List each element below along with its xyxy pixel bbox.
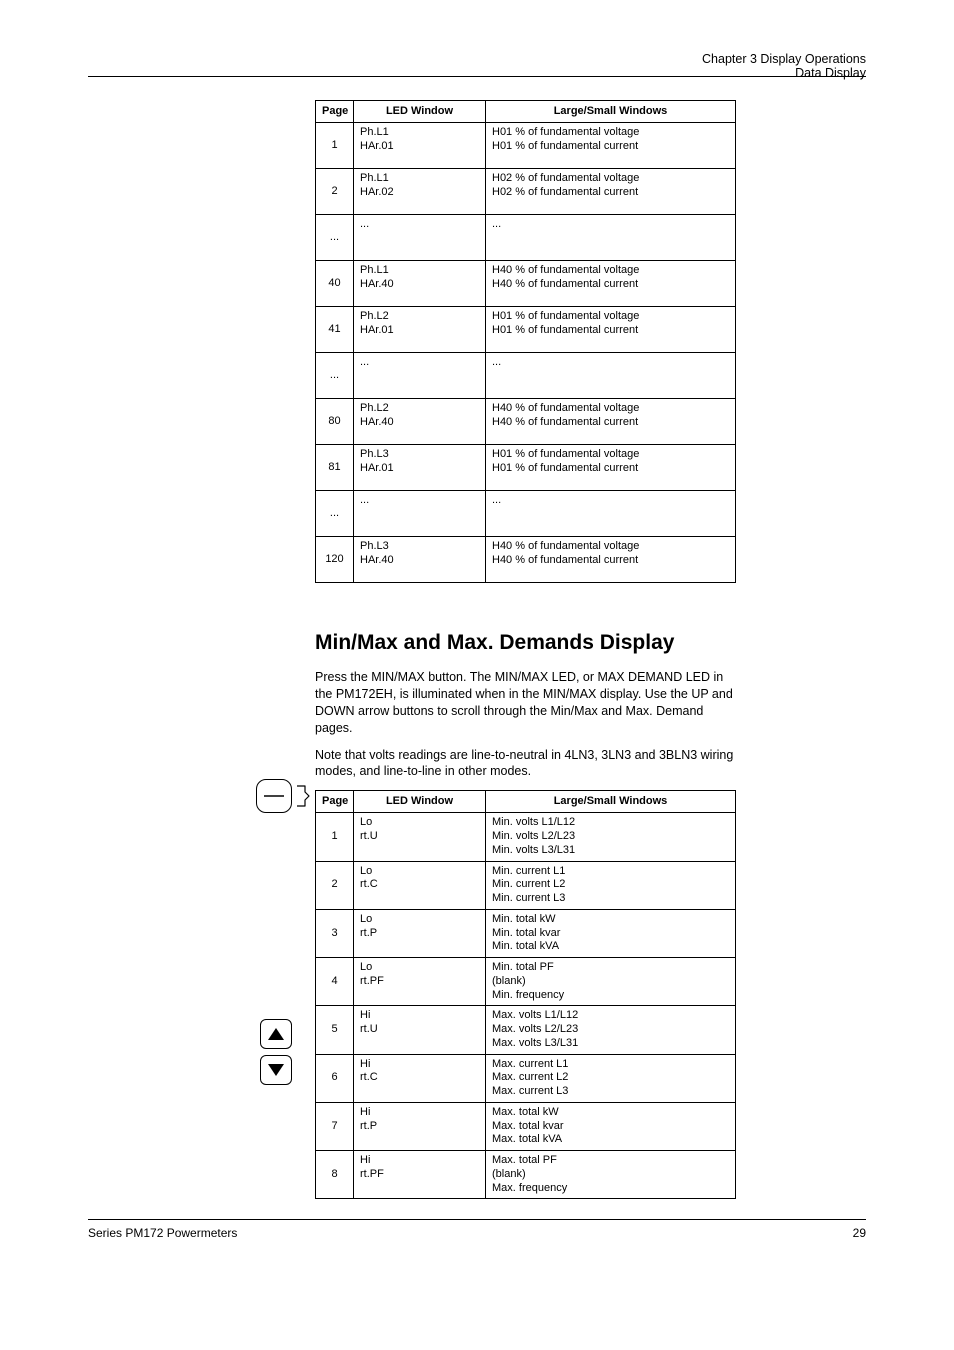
cell-led: Lort.C xyxy=(354,861,486,909)
cell-large: Max. volts L1/L12Max. volts L2/L23Max. v… xyxy=(486,1006,736,1054)
cell-large: H40 % of fundamental voltageH40 % of fun… xyxy=(486,261,736,307)
up-arrow-icon xyxy=(260,1019,292,1049)
cell-led: Ph.L1HAr.02 xyxy=(354,169,486,215)
cell-page: 7 xyxy=(316,1102,354,1150)
cell-page: ... xyxy=(316,215,354,261)
paragraph-2: Note that volts readings are line-to-neu… xyxy=(315,747,735,781)
cell-led: Ph.L1HAr.01 xyxy=(354,123,486,169)
cell-page: 8 xyxy=(316,1151,354,1199)
cell-led: Hirt.P xyxy=(354,1102,486,1150)
th-large: Large/Small Windows xyxy=(486,791,736,813)
table-row: 4Lort.PFMin. total PF(blank)Min. frequen… xyxy=(316,958,736,1006)
cell-large: Max. total PF(blank)Max. frequency xyxy=(486,1151,736,1199)
down-arrow-icon xyxy=(260,1055,292,1085)
cell-led: Ph.L2HAr.01 xyxy=(354,307,486,353)
paragraph-1: Press the MIN/MAX button. The MIN/MAX LE… xyxy=(315,669,735,737)
th-page: Page xyxy=(316,791,354,813)
cell-page: 81 xyxy=(316,445,354,491)
header-section: Data Display xyxy=(795,66,866,80)
cell-led: Ph.L1HAr.40 xyxy=(354,261,486,307)
section-heading: Min/Max and Max. Demands Display xyxy=(315,631,735,655)
cell-page: 2 xyxy=(316,861,354,909)
th-led: LED Window xyxy=(354,791,486,813)
cell-large: H02 % of fundamental voltageH02 % of fun… xyxy=(486,169,736,215)
cell-page: 1 xyxy=(316,813,354,861)
footer-left: Series PM172 Powermeters xyxy=(88,1226,237,1240)
table-row: 41Ph.L2HAr.01H01 % of fundamental voltag… xyxy=(316,307,736,353)
cell-led: Lort.U xyxy=(354,813,486,861)
table-row: 81Ph.L3HAr.01H01 % of fundamental voltag… xyxy=(316,445,736,491)
cell-large: Max. current L1Max. current L2Max. curre… xyxy=(486,1054,736,1102)
cell-page: 6 xyxy=(316,1054,354,1102)
header-chapter: Chapter 3 Display Operations xyxy=(702,52,866,66)
cell-large: Max. total kWMax. total kvarMax. total k… xyxy=(486,1102,736,1150)
cell-large: Min. current L1Min. current L2Min. curre… xyxy=(486,861,736,909)
cell-large: ... xyxy=(486,491,736,537)
cell-page: 41 xyxy=(316,307,354,353)
table-row: 120Ph.L3HAr.40H40 % of fundamental volta… xyxy=(316,537,736,583)
cell-large: H40 % of fundamental voltageH40 % of fun… xyxy=(486,399,736,445)
table-row: 1Lort.UMin. volts L1/L12Min. volts L2/L2… xyxy=(316,813,736,861)
cell-led: Hirt.C xyxy=(354,1054,486,1102)
cell-led: ... xyxy=(354,491,486,537)
table-row: 2Ph.L1HAr.02H02 % of fundamental voltage… xyxy=(316,169,736,215)
harmonics-table: Page LED Window Large/Small Windows 1Ph.… xyxy=(315,100,736,583)
th-led: LED Window xyxy=(354,101,486,123)
cell-large: H01 % of fundamental voltageH01 % of fun… xyxy=(486,123,736,169)
cell-led: Hirt.U xyxy=(354,1006,486,1054)
table-row: 2Lort.CMin. current L1Min. current L2Min… xyxy=(316,861,736,909)
th-large: Large/Small Windows xyxy=(486,101,736,123)
header-rule xyxy=(88,76,866,77)
table-row: 7Hirt.PMax. total kWMax. total kvarMax. … xyxy=(316,1102,736,1150)
cell-large: ... xyxy=(486,353,736,399)
table-row: 8Hirt.PFMax. total PF(blank)Max. frequen… xyxy=(316,1151,736,1199)
cell-page: 1 xyxy=(316,123,354,169)
cell-led: ... xyxy=(354,215,486,261)
cell-page: ... xyxy=(316,491,354,537)
cell-large: H01 % of fundamental voltageH01 % of fun… xyxy=(486,307,736,353)
table-row: 40Ph.L1HAr.40H40 % of fundamental voltag… xyxy=(316,261,736,307)
footer-page-number: 29 xyxy=(853,1226,866,1240)
cell-led: Ph.L3HAr.40 xyxy=(354,537,486,583)
cell-page: 4 xyxy=(316,958,354,1006)
cell-led: Hirt.PF xyxy=(354,1151,486,1199)
cell-led: Ph.L3HAr.01 xyxy=(354,445,486,491)
cell-led: Lort.PF xyxy=(354,958,486,1006)
cell-large: H01 % of fundamental voltageH01 % of fun… xyxy=(486,445,736,491)
minmax-table: Page LED Window Large/Small Windows 1Lor… xyxy=(315,790,736,1199)
cell-page: 3 xyxy=(316,909,354,957)
table-row: 1Ph.L1HAr.01H01 % of fundamental voltage… xyxy=(316,123,736,169)
cell-led: ... xyxy=(354,353,486,399)
table-row: ......... xyxy=(316,353,736,399)
cell-led: Lort.P xyxy=(354,909,486,957)
table-row: 80Ph.L2HAr.40H40 % of fundamental voltag… xyxy=(316,399,736,445)
scroll-buttons-icon xyxy=(260,1019,294,1091)
cell-large: ... xyxy=(486,215,736,261)
cell-page: 5 xyxy=(316,1006,354,1054)
table-row: 6Hirt.CMax. current L1Max. current L2Max… xyxy=(316,1054,736,1102)
table-row: 5Hirt.UMax. volts L1/L12Max. volts L2/L2… xyxy=(316,1006,736,1054)
cell-led: Ph.L2HAr.40 xyxy=(354,399,486,445)
th-page: Page xyxy=(316,101,354,123)
table-row: ......... xyxy=(316,491,736,537)
cell-page: 40 xyxy=(316,261,354,307)
minmax-button-icon xyxy=(256,779,294,815)
cell-page: ... xyxy=(316,353,354,399)
footer-rule xyxy=(88,1219,866,1220)
table-row: ......... xyxy=(316,215,736,261)
cell-page: 80 xyxy=(316,399,354,445)
cell-large: Min. total kWMin. total kvarMin. total k… xyxy=(486,909,736,957)
table-row: 3Lort.PMin. total kWMin. total kvarMin. … xyxy=(316,909,736,957)
cell-large: Min. total PF(blank)Min. frequency xyxy=(486,958,736,1006)
cell-page: 120 xyxy=(316,537,354,583)
cell-large: Min. volts L1/L12Min. volts L2/L23Min. v… xyxy=(486,813,736,861)
cell-large: H40 % of fundamental voltageH40 % of fun… xyxy=(486,537,736,583)
cell-page: 2 xyxy=(316,169,354,215)
